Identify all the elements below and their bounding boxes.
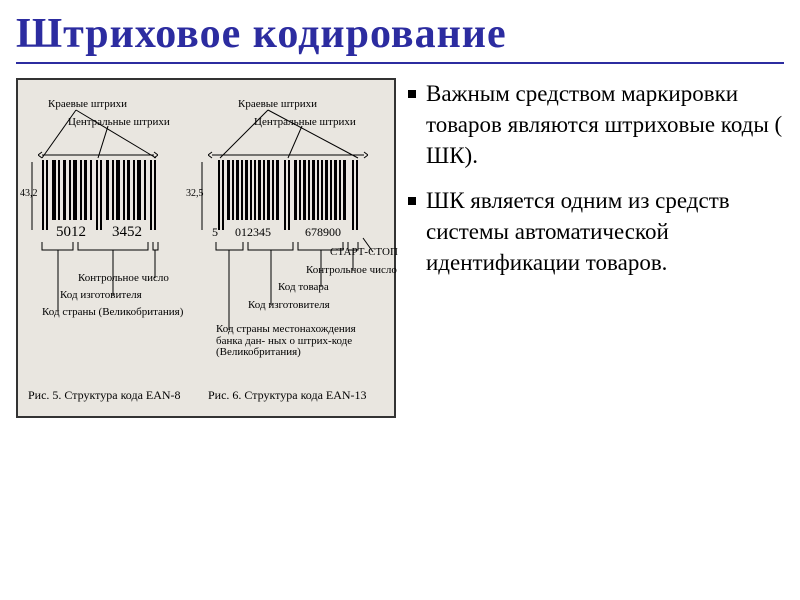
ean8-label-center: Центральные штрихи	[68, 116, 170, 128]
list-item: Важным средством маркировки товаров явля…	[408, 78, 784, 171]
ean13-caption: Рис. 6. Структура кода EAN-13	[208, 388, 367, 403]
ean8-anno-maker: Код изготовителя	[60, 289, 142, 301]
list-item: ШК является одним из средств системы авт…	[408, 185, 784, 278]
ean8-label-edge: Краевые штрихи	[48, 98, 127, 110]
barcode-structure-diagram: 5012 3452	[16, 78, 396, 418]
ean13-anno-product: Код товара	[278, 281, 329, 293]
ean8-anno-control: Контрольное число	[78, 272, 169, 284]
bullet-text-1: Важным средством маркировки товаров явля…	[426, 78, 784, 171]
bullet-list: Важным средством маркировки товаров явля…	[408, 78, 784, 418]
ean13-anno-maker: Код изготовителя	[248, 299, 330, 311]
ean13-height: 32,5	[186, 188, 204, 199]
ean13-label-center: Центральные штрихи	[254, 116, 356, 128]
title-underline	[16, 62, 784, 64]
ean8-caption: Рис. 5. Структура кода EAN-8	[28, 388, 181, 403]
ean13-anno-startstop: СТАРТ-СТОП	[330, 246, 398, 258]
bullet-icon	[408, 197, 416, 205]
ean8-height: 43,2	[20, 188, 38, 199]
ean13-label-edge: Краевые штрихи	[238, 98, 317, 110]
ean8-anno-country: Код страны (Великобритания)	[42, 306, 183, 318]
slide-title: Штриховое кодирование	[16, 10, 784, 58]
bullet-icon	[408, 90, 416, 98]
ean13-anno-control: Контрольное число	[306, 264, 397, 276]
bullet-text-2: ШК является одним из средств системы авт…	[426, 185, 784, 278]
ean13-anno-country: Код страны местонахождения банка дан- ны…	[216, 324, 366, 359]
